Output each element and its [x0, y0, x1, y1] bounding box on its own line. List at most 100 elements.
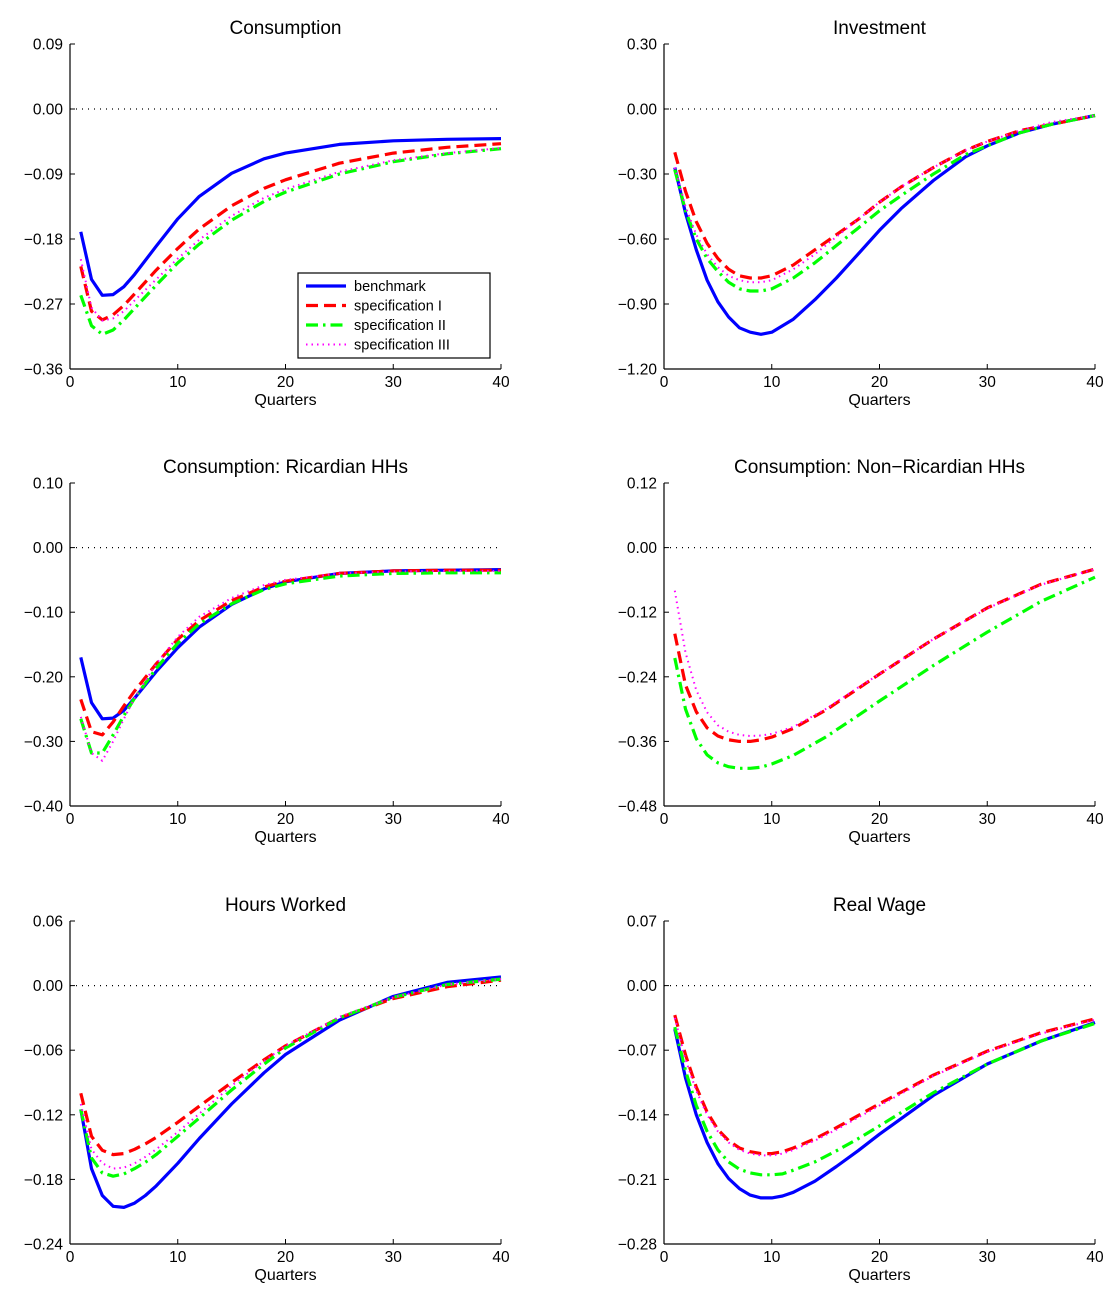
y-tick-label: −0.24: [618, 669, 658, 686]
y-tick-label: 0.07: [627, 914, 657, 931]
x-tick-label: 30: [979, 374, 997, 391]
series-line-benchmark: [79, 975, 502, 1210]
x-tick-label: 40: [1086, 374, 1104, 391]
y-tick-label: −0.14: [618, 1107, 658, 1124]
y-tick-label: −0.27: [24, 297, 63, 314]
x-tick-label: 10: [169, 811, 187, 828]
series-line-spec2: [673, 113, 1096, 293]
y-tick-label: −0.10: [24, 605, 64, 622]
y-tick-label: 0.09: [33, 37, 63, 54]
chart-panel-2: Investment 0.30 0.00 −0.30 −0.60 −0.90 −1.200 1…: [618, 18, 1104, 409]
chart-title: Investment: [833, 18, 927, 39]
y-tick-label: 0.00: [33, 540, 64, 557]
y-tick-label: 0.12: [627, 476, 657, 493]
chart-title: Consumption: Non−Ricardian HHs: [734, 457, 1025, 478]
y-tick-label: −0.09: [24, 167, 63, 184]
x-axis-label: Quarters: [848, 829, 910, 846]
series-line-spec1: [673, 1014, 1096, 1156]
chart-title: Real Wage: [833, 895, 926, 916]
x-axis-label: Quarters: [254, 392, 316, 409]
x-tick-label: 30: [979, 811, 997, 828]
x-tick-label: 20: [871, 374, 889, 391]
chart-panel-1: Consumption 0.09 0.00 −0.09 −0.18 −0.27 −0.360…: [24, 18, 510, 409]
x-tick-label: 40: [492, 811, 510, 828]
y-tick-label: −0.28: [618, 1237, 657, 1254]
y-tick-label: 0.30: [627, 37, 658, 54]
x-tick-label: 10: [763, 374, 781, 391]
series-line-spec3: [673, 114, 1096, 284]
series-line-spec1: [673, 567, 1096, 744]
series-line-spec2: [79, 977, 502, 1178]
y-tick-label: −0.18: [24, 232, 63, 249]
x-tick-label: 0: [66, 374, 75, 391]
y-tick-label: 0.00: [627, 978, 658, 995]
y-tick-label: −0.40: [24, 799, 64, 816]
x-tick-label: 0: [660, 811, 669, 828]
x-tick-label: 0: [66, 1249, 75, 1266]
y-tick-label: 0.00: [33, 102, 64, 119]
x-tick-label: 20: [277, 811, 295, 828]
chart-panel-5: Hours Worked 0.06 0.00 −0.06 −0.12 −0.18 −0.24…: [24, 895, 510, 1284]
legend-label-spec1: specification I: [354, 299, 442, 315]
x-tick-label: 20: [277, 1249, 295, 1266]
series-line-spec1: [79, 142, 502, 322]
x-tick-label: 10: [169, 1249, 187, 1266]
series-line-spec3: [673, 568, 1096, 737]
series-line-spec1: [79, 568, 501, 737]
x-tick-label: 20: [871, 1249, 889, 1266]
y-tick-label: −0.36: [24, 362, 63, 379]
x-tick-label: 0: [660, 1249, 669, 1266]
y-tick-label: 0.00: [33, 978, 64, 995]
y-tick-label: −0.30: [24, 734, 64, 751]
series-line-spec1: [673, 113, 1096, 280]
x-axis-label: Quarters: [848, 1267, 910, 1284]
y-tick-label: −0.48: [618, 799, 657, 816]
x-tick-label: 40: [492, 374, 510, 391]
series-line-spec2: [673, 1021, 1096, 1177]
y-tick-label: −0.06: [24, 1043, 63, 1060]
x-tick-label: 0: [66, 811, 75, 828]
y-tick-label: 0.00: [627, 540, 658, 557]
x-tick-label: 30: [979, 1249, 997, 1266]
legend: benchmark specification I specification II…: [297, 272, 491, 359]
y-tick-label: −0.60: [618, 232, 658, 249]
series-line-spec3: [79, 569, 501, 762]
y-tick-label: −0.12: [24, 1107, 63, 1124]
x-tick-label: 0: [660, 374, 669, 391]
legend-label-spec2: specification II: [354, 318, 446, 334]
chart-title: Hours Worked: [225, 895, 346, 916]
y-tick-label: −0.21: [618, 1172, 657, 1189]
x-tick-label: 30: [385, 811, 403, 828]
y-tick-label: −0.20: [24, 669, 64, 686]
y-tick-label: 0.06: [33, 914, 63, 931]
y-tick-label: −0.12: [618, 605, 657, 622]
x-tick-label: 40: [1086, 811, 1104, 828]
chart-title: Consumption: Ricardian HHs: [163, 457, 408, 478]
y-tick-label: −0.24: [24, 1237, 64, 1254]
y-tick-label: −0.30: [618, 167, 658, 184]
legend-label-benchmark: benchmark: [354, 279, 426, 295]
x-tick-label: 40: [492, 1249, 510, 1266]
y-tick-label: 0.10: [33, 476, 64, 493]
chart-title: Consumption: [230, 18, 342, 39]
x-axis-label: Quarters: [254, 1267, 316, 1284]
series-line-spec3: [79, 147, 502, 322]
x-axis-label: Quarters: [848, 392, 910, 409]
series-line-benchmark: [79, 137, 502, 297]
chart-panel-3: Consumption: Ricardian HHs 0.10 0.00 −0.10 −…: [24, 457, 510, 846]
series-line-spec2: [79, 571, 501, 755]
x-tick-label: 20: [277, 374, 295, 391]
y-tick-label: −1.20: [618, 362, 658, 379]
chart-panel-6: Real Wage 0.07 0.00 −0.07 −0.14 −0.21 −0.280 10…: [618, 895, 1104, 1284]
x-tick-label: 30: [385, 374, 403, 391]
series-line-spec2: [79, 147, 502, 336]
y-tick-label: −0.07: [618, 1043, 657, 1060]
x-tick-label: 10: [169, 374, 187, 391]
x-tick-label: 10: [763, 811, 781, 828]
y-tick-label: −0.36: [618, 734, 657, 751]
y-tick-label: −0.18: [24, 1172, 63, 1189]
legend-label-spec3: specification III: [354, 338, 450, 354]
y-tick-label: 0.00: [627, 102, 658, 119]
series-line-spec3: [673, 1017, 1096, 1157]
